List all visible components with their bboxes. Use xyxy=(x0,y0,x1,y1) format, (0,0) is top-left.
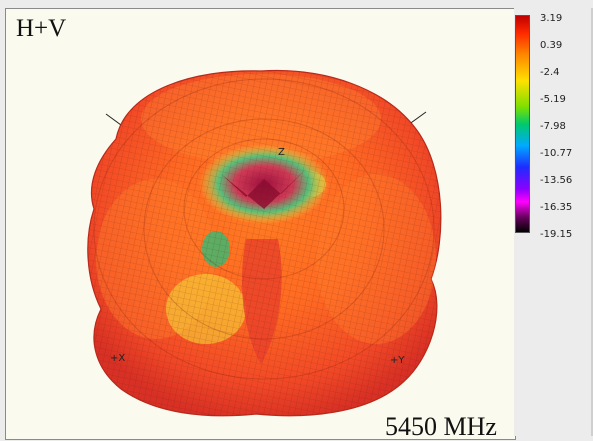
scale-tick: -13.56 xyxy=(540,175,573,186)
scale-tick: 3.19 xyxy=(540,13,563,24)
colorbar xyxy=(515,15,530,233)
scale-panel-edge xyxy=(591,8,593,436)
scale-tick: -5.19 xyxy=(540,94,566,105)
scale-tick: -2.4 xyxy=(540,67,560,78)
axis-label-z: Z xyxy=(278,147,285,158)
axis-label-x: +X xyxy=(110,353,125,364)
frequency-label: 5450 MHz xyxy=(385,412,497,440)
pattern-surface xyxy=(87,69,442,417)
color-scale-legend: 3.19 0.39 -2.4 -5.19 -7.98 -10.77 -13.56… xyxy=(514,8,593,436)
plot-title: H+V xyxy=(16,15,67,42)
scale-tick: -10.77 xyxy=(540,148,573,159)
radiation-pattern-plot: Z +X +Y H+V 5450 MHz xyxy=(5,8,516,440)
scale-tick: -7.98 xyxy=(540,121,566,132)
scale-tick: -19.15 xyxy=(540,229,573,240)
scale-tick: 0.39 xyxy=(540,40,563,51)
radiation-pattern-3d-view: Z +X +Y xyxy=(87,69,442,417)
axis-label-y: +Y xyxy=(390,355,405,366)
scale-tick: -16.35 xyxy=(540,202,573,213)
